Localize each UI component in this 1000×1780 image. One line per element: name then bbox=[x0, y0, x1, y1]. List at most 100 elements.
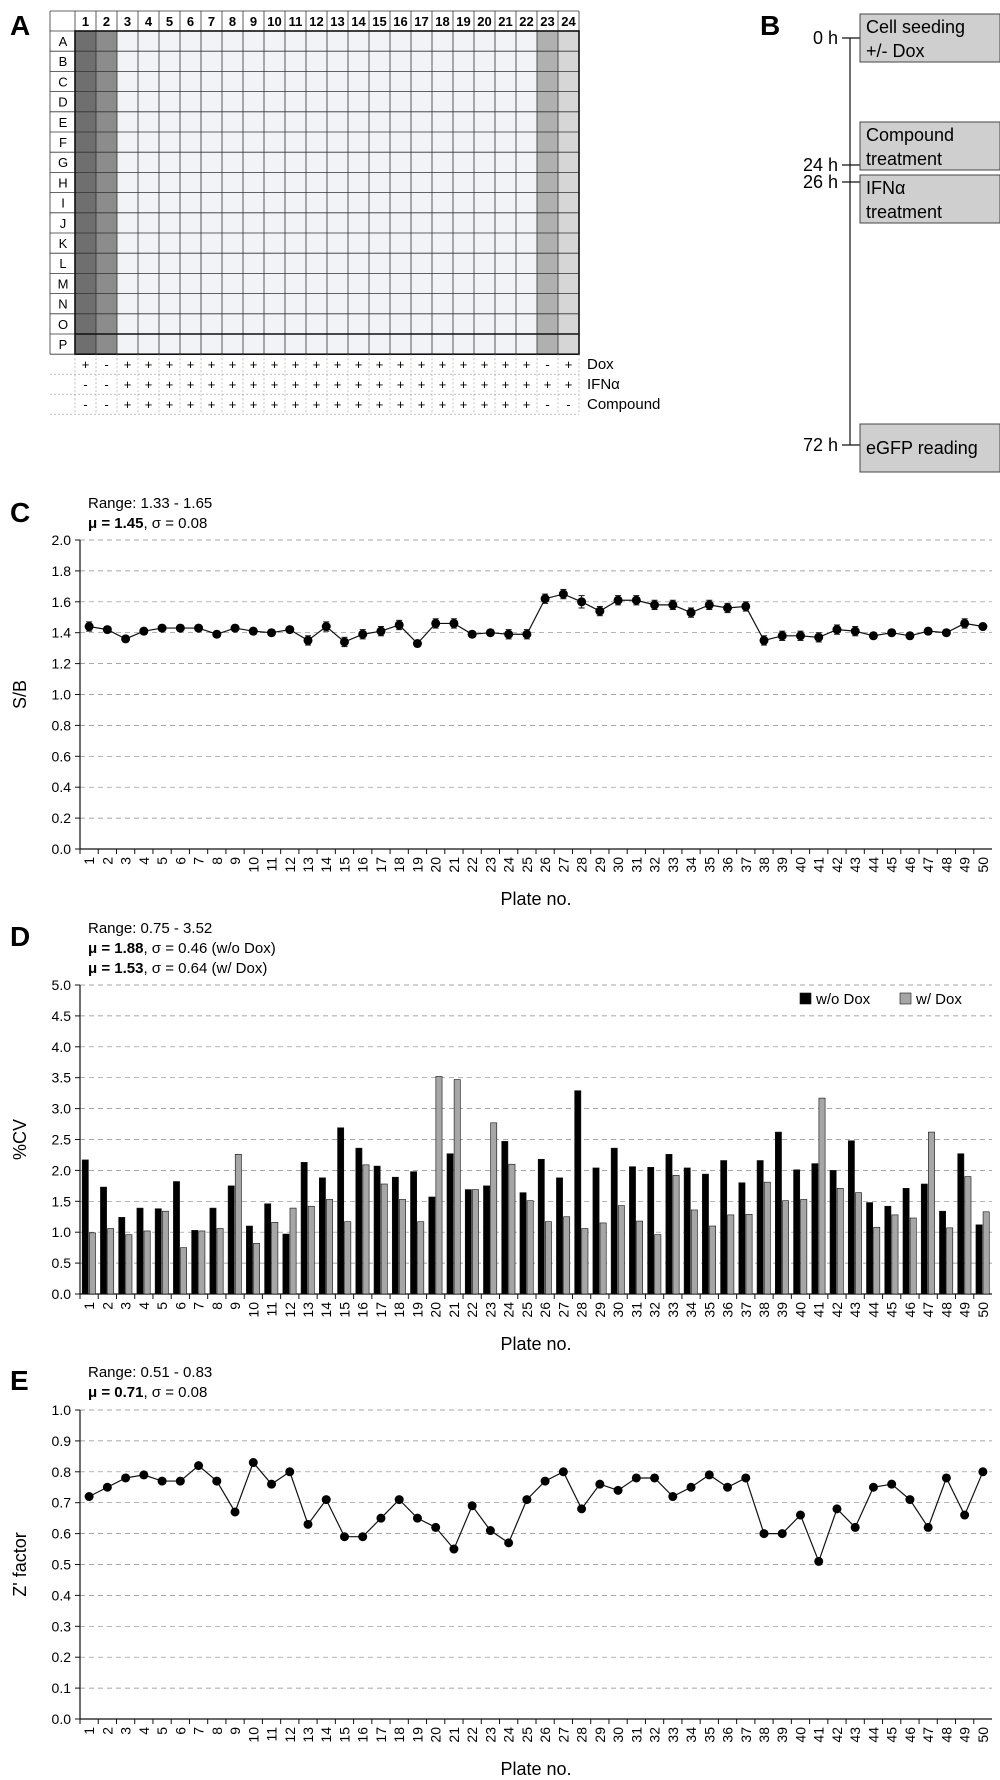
chart-c-xtick-label: 21 bbox=[446, 857, 462, 873]
chart-c-xtick-label: 27 bbox=[555, 857, 571, 873]
chart-d-bar bbox=[501, 1141, 509, 1295]
chart-d-bar bbox=[464, 1189, 472, 1295]
treatment-sign: + bbox=[145, 357, 153, 372]
chart-e-xtick-label: 4 bbox=[136, 1727, 152, 1735]
chart-d-bar bbox=[307, 1205, 315, 1295]
treatment-sign: + bbox=[502, 377, 510, 392]
chart-c-xtick-label: 6 bbox=[172, 857, 188, 865]
timeline-event-label: Compound bbox=[866, 125, 954, 145]
chart-e-data-point bbox=[139, 1470, 149, 1480]
chart-d-bar bbox=[435, 1076, 443, 1295]
chart-e-xtick-label: 14 bbox=[318, 1727, 334, 1743]
chart-e-series-line bbox=[88, 1461, 984, 1564]
chart-d-xtick-label: 29 bbox=[592, 1302, 608, 1318]
chart-d-bar bbox=[519, 1192, 527, 1295]
treatment-sign: + bbox=[523, 357, 531, 372]
chart-d-ytick-label: 4.5 bbox=[52, 1008, 72, 1024]
chart-e-xtick-label: 48 bbox=[938, 1727, 954, 1743]
chart-c-data-point bbox=[194, 623, 204, 633]
chart-d-xtick-label: 35 bbox=[701, 1302, 717, 1318]
treatment-sign: + bbox=[313, 397, 321, 412]
chart-c-data-point bbox=[577, 597, 587, 607]
chart-e-ytick-label: 0.6 bbox=[52, 1526, 72, 1542]
chart-d-bar bbox=[866, 1202, 874, 1295]
chart-c-data-point bbox=[467, 629, 477, 639]
chart-d-bar bbox=[756, 1160, 764, 1295]
chart-c-data-point bbox=[303, 635, 313, 645]
chart-d-xtick-label: 42 bbox=[829, 1302, 845, 1318]
chart-c-xtick-label: 42 bbox=[829, 857, 845, 873]
chart-d-ytick-label: 3.5 bbox=[52, 1070, 72, 1086]
chart-d-bar bbox=[654, 1234, 662, 1295]
treatment-label: IFNα bbox=[587, 376, 620, 393]
plate-column-label: 11 bbox=[289, 14, 303, 29]
timeline-time-label: 26 h bbox=[803, 172, 838, 192]
chart-c-xtick-label: 48 bbox=[938, 857, 954, 873]
chart-d-xtick-label: 22 bbox=[464, 1302, 480, 1318]
chart-c-xtick-label: 22 bbox=[464, 857, 480, 873]
chart-e-data-point bbox=[795, 1510, 805, 1520]
chart-e-data-point bbox=[540, 1476, 550, 1486]
chart-e-ytick-label: 0.7 bbox=[52, 1495, 72, 1511]
chart-d-xtick-label: 16 bbox=[355, 1302, 371, 1318]
chart-d-bar bbox=[282, 1233, 290, 1295]
treatment-sign: + bbox=[208, 397, 216, 412]
plate-column-label: 12 bbox=[309, 14, 323, 29]
chart-e-xtick-label: 15 bbox=[336, 1727, 352, 1743]
treatment-sign: + bbox=[292, 357, 300, 372]
chart-e-x-axis-title: Plate no. bbox=[500, 1759, 571, 1779]
chart-d-bar bbox=[563, 1216, 571, 1295]
timeline-event-box bbox=[859, 174, 1000, 224]
chart-c-data-point bbox=[339, 637, 349, 647]
chart-c-xtick-label: 17 bbox=[373, 857, 389, 873]
chart-e-xtick-label: 28 bbox=[574, 1727, 590, 1743]
chart-d-bar bbox=[629, 1166, 636, 1295]
chart-c-data-point bbox=[795, 631, 805, 641]
chart-e-data-point bbox=[887, 1479, 897, 1489]
chart-e-data-point bbox=[303, 1519, 313, 1529]
chart-c-xtick-label: 8 bbox=[209, 857, 225, 865]
treatment-sign: + bbox=[334, 397, 342, 412]
chart-e-xtick-label: 42 bbox=[829, 1727, 845, 1743]
treatment-sign: + bbox=[145, 377, 153, 392]
chart-e-xtick-label: 13 bbox=[300, 1727, 316, 1743]
chart-e-data-point bbox=[850, 1522, 860, 1532]
chart-e-xtick-label: 40 bbox=[792, 1727, 808, 1743]
chart-e-xtick-label: 50 bbox=[975, 1727, 991, 1743]
chart-e-data-point bbox=[84, 1492, 94, 1502]
chart-e-ytick-label: 0.2 bbox=[52, 1649, 72, 1665]
treatment-sign: + bbox=[544, 377, 552, 392]
chart-e-xtick-label: 33 bbox=[665, 1727, 681, 1743]
chart-d-bar bbox=[545, 1221, 552, 1295]
plate-column-label: 17 bbox=[414, 14, 428, 29]
chart-d-bar bbox=[855, 1192, 862, 1295]
chart-c-data-point bbox=[394, 620, 404, 630]
chart-d-xtick-label: 17 bbox=[373, 1302, 389, 1318]
chart-d-xtick-label: 40 bbox=[792, 1302, 808, 1318]
chart-e-xtick-label: 12 bbox=[282, 1727, 298, 1743]
chart-e-ytick-label: 0.3 bbox=[52, 1618, 72, 1634]
treatment-sign: - bbox=[545, 397, 549, 412]
plate-column-label: 22 bbox=[519, 14, 533, 29]
chart-c-xtick-label: 4 bbox=[136, 857, 152, 865]
chart-d-bar bbox=[355, 1147, 363, 1295]
chart-c-xtick-label: 50 bbox=[975, 857, 991, 873]
chart-e-data-point bbox=[814, 1556, 824, 1566]
chart-e-data-point bbox=[412, 1513, 422, 1523]
chart-d-panel-letter: D bbox=[10, 921, 30, 952]
chart-d-xtick-label: 10 bbox=[245, 1302, 261, 1318]
chart-e-xtick-label: 24 bbox=[501, 1727, 517, 1743]
plate-column-label: 5 bbox=[166, 14, 173, 29]
chart-e-data-point bbox=[777, 1529, 787, 1539]
chart-c-ytick-label: 2.0 bbox=[52, 532, 72, 548]
chart-d-bar bbox=[154, 1208, 162, 1295]
treatment-sign: + bbox=[397, 377, 405, 392]
chart-d-bar bbox=[782, 1200, 789, 1295]
chart-c-data-point bbox=[613, 595, 623, 605]
plate-column-label: 10 bbox=[267, 14, 281, 29]
chart-d-stat-line: μ = 1.53, σ = 0.64 (w/ Dox) bbox=[88, 960, 267, 977]
chart-d-bar bbox=[975, 1224, 983, 1295]
chart-e-xtick-label: 41 bbox=[811, 1727, 827, 1743]
chart-e-ytick-label: 0.9 bbox=[52, 1433, 72, 1449]
plate-row-label: M bbox=[58, 276, 69, 291]
